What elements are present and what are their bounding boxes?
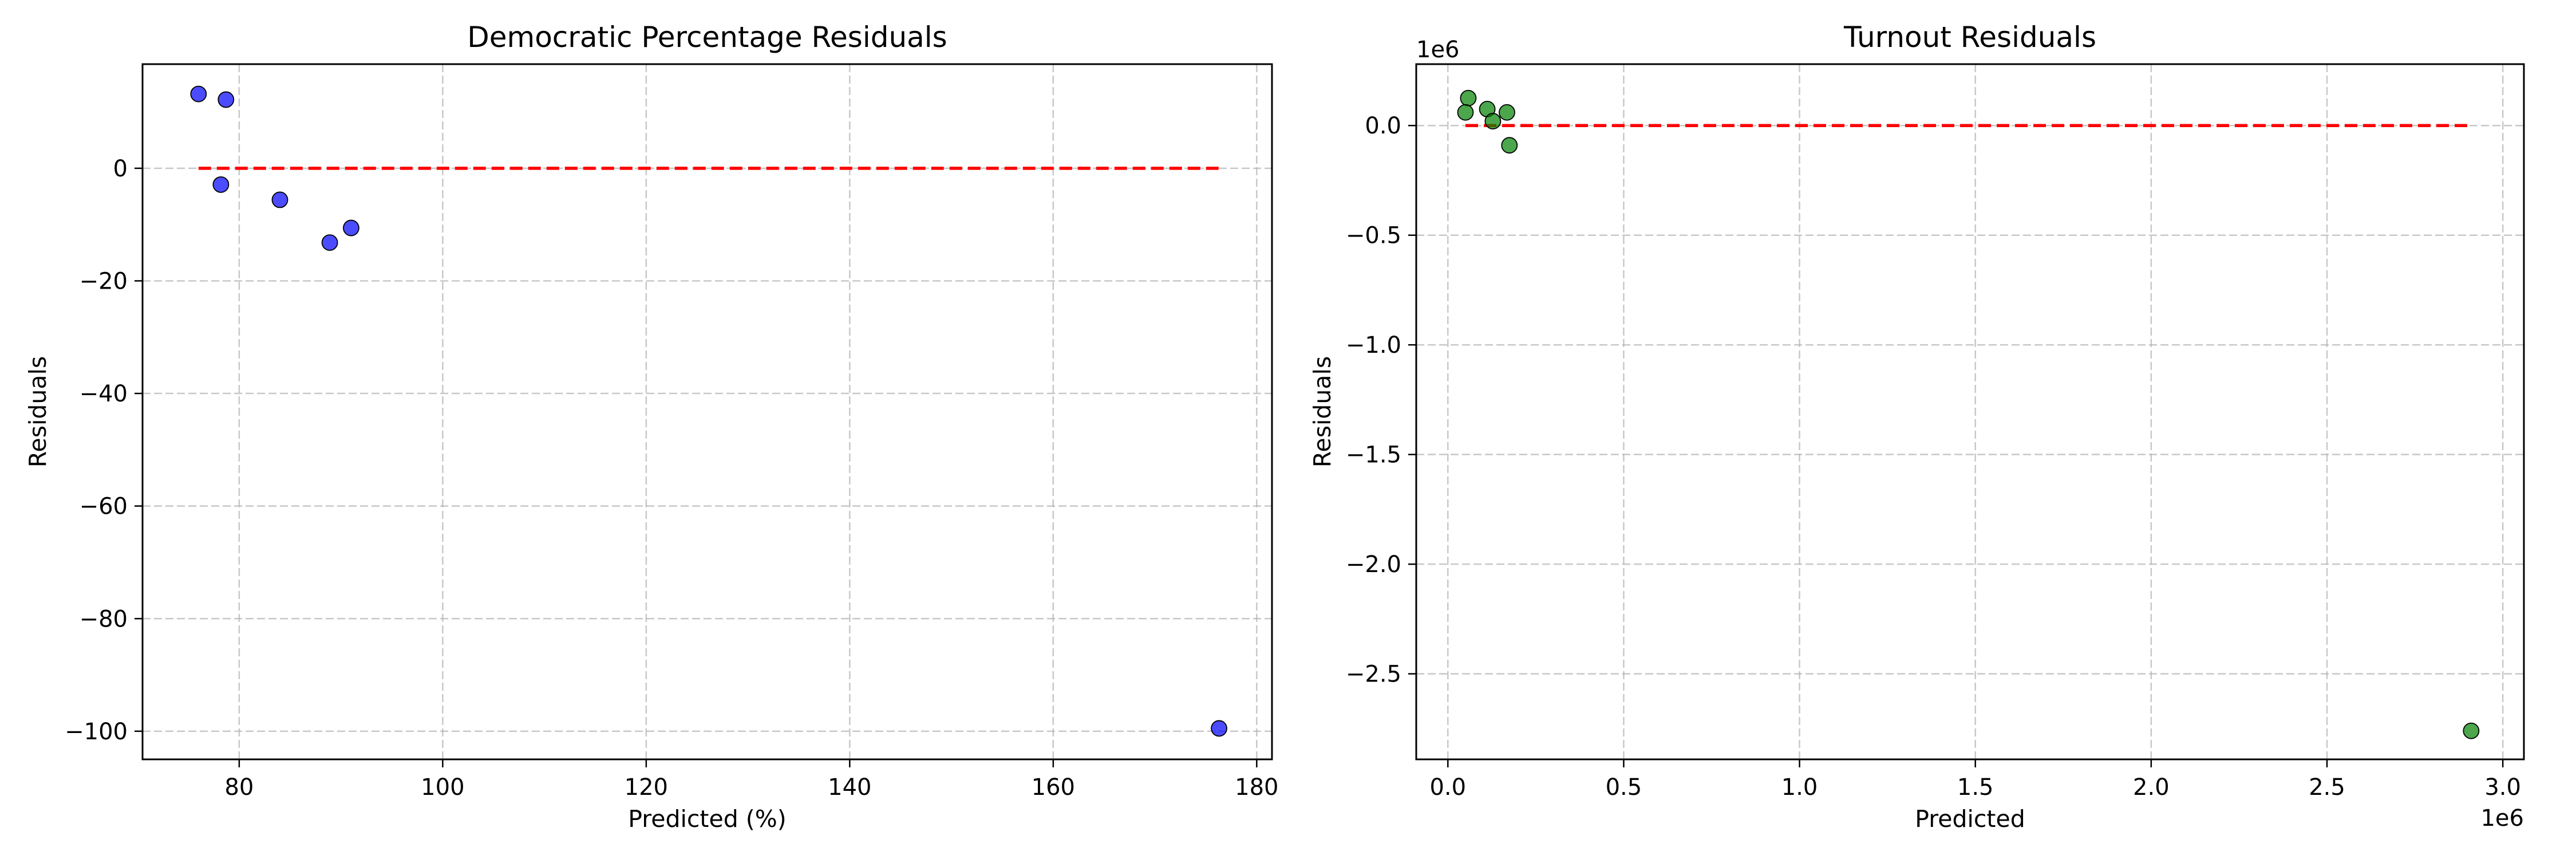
y-axis-label: Residuals [1309, 356, 1336, 468]
chart-panel-2: 0.0 0.5 1.0 1.5 2.0 2.5 3.0 −2.5 −2.0 −1.5 −1.0 −0.… [1309, 21, 2525, 833]
x-tick-label: 140 [828, 774, 871, 801]
x-offset-label: 1e6 [2480, 805, 2524, 832]
x-axis-label: Predicted [1915, 805, 2025, 833]
data-point [218, 91, 235, 108]
y-tick-label: 0.0 [1365, 113, 1401, 139]
y-tick-label: 0 [113, 156, 128, 182]
x-tick-label: 1.5 [1957, 774, 1994, 801]
x-tick-label: 2.0 [2133, 774, 2170, 801]
data-point [342, 219, 359, 237]
data-point [1457, 104, 1474, 121]
data-point [212, 176, 230, 193]
chart-title: Democratic Percentage Residuals [467, 21, 947, 54]
data-point [2463, 722, 2480, 739]
y-tick-label: −2.5 [1346, 661, 1401, 688]
x-tick-label: 160 [1032, 774, 1075, 801]
data-point [1460, 89, 1477, 107]
x-tick-label: 180 [1235, 774, 1278, 801]
x-tick-label: 100 [421, 774, 464, 801]
data-point [1501, 137, 1518, 154]
y-tick-label: −80 [80, 606, 128, 632]
x-tick-label: 120 [625, 774, 668, 801]
y-tick-label: −20 [80, 268, 128, 294]
chart-panel-1: 80 100 120 140 160 180 −100 −80 −60 −40 −20 0 Democr… [24, 21, 1279, 833]
y-tick-label: −60 [80, 494, 128, 520]
y-tick-label: −40 [80, 381, 128, 407]
data-point [1211, 720, 1227, 737]
data-point [1484, 113, 1502, 129]
y-tick-label: −0.5 [1346, 223, 1401, 249]
x-tick-label: 1.0 [1781, 774, 1818, 801]
data-point [1499, 104, 1515, 121]
y-tick-label: −2.0 [1346, 551, 1401, 578]
data-point [271, 191, 289, 208]
y-tick-label: −100 [65, 719, 128, 745]
x-tick-label: 0.5 [1606, 774, 1642, 801]
plot-frame [141, 63, 1273, 761]
data-point [321, 234, 338, 251]
x-tick-label: 2.5 [2309, 774, 2345, 801]
x-tick-label: 3.0 [2484, 774, 2521, 801]
y-axis-label: Residuals [24, 356, 52, 468]
x-axis-label: Predicted (%) [628, 805, 786, 833]
x-tick-label: 0.0 [1429, 774, 1466, 801]
x-tick-label: 80 [224, 774, 254, 801]
chart-title: Turnout Residuals [1843, 21, 2096, 54]
y-offset-label: 1e6 [1416, 37, 1460, 63]
y-tick-label: −1.5 [1346, 442, 1401, 468]
data-point [190, 85, 207, 103]
plot-frame [1415, 63, 2525, 761]
y-tick-label: −1.0 [1346, 332, 1401, 358]
